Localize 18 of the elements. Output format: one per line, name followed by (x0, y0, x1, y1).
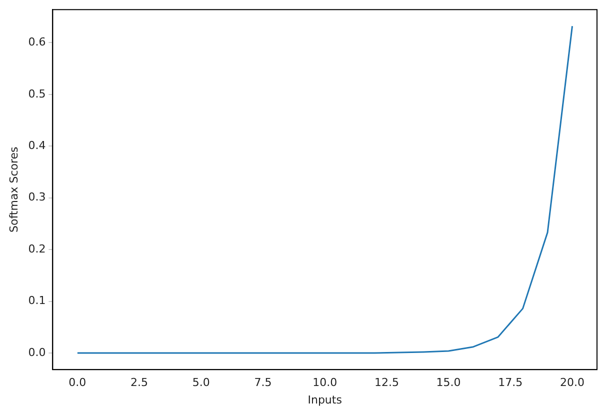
x-tick-label: 7.5 (254, 376, 272, 390)
y-tick-label: 0.5 (28, 87, 46, 100)
x-tick-label: 5.0 (192, 376, 210, 390)
y-axis-title: Softmax Scores (7, 146, 20, 232)
y-tick-label: 0.6 (28, 36, 46, 49)
x-tick-label: 17.5 (498, 376, 523, 390)
x-axis-title: Inputs (308, 393, 342, 406)
y-tick-label: 0.1 (28, 294, 46, 308)
y-tick-label: 0.0 (28, 346, 46, 359)
x-tick-label: 20.0 (560, 376, 585, 390)
y-tick-label: 0.2 (28, 242, 46, 256)
y-tick-label: 0.3 (28, 190, 46, 204)
x-tick-label: 10.0 (312, 376, 338, 390)
x-tick-label: 12.5 (374, 376, 399, 390)
x-tick-label: 2.5 (130, 376, 148, 390)
y-tick-label: 0.4 (28, 139, 46, 152)
x-tick-label: 0.0 (68, 376, 86, 390)
x-tick-label: 15.0 (436, 376, 461, 390)
